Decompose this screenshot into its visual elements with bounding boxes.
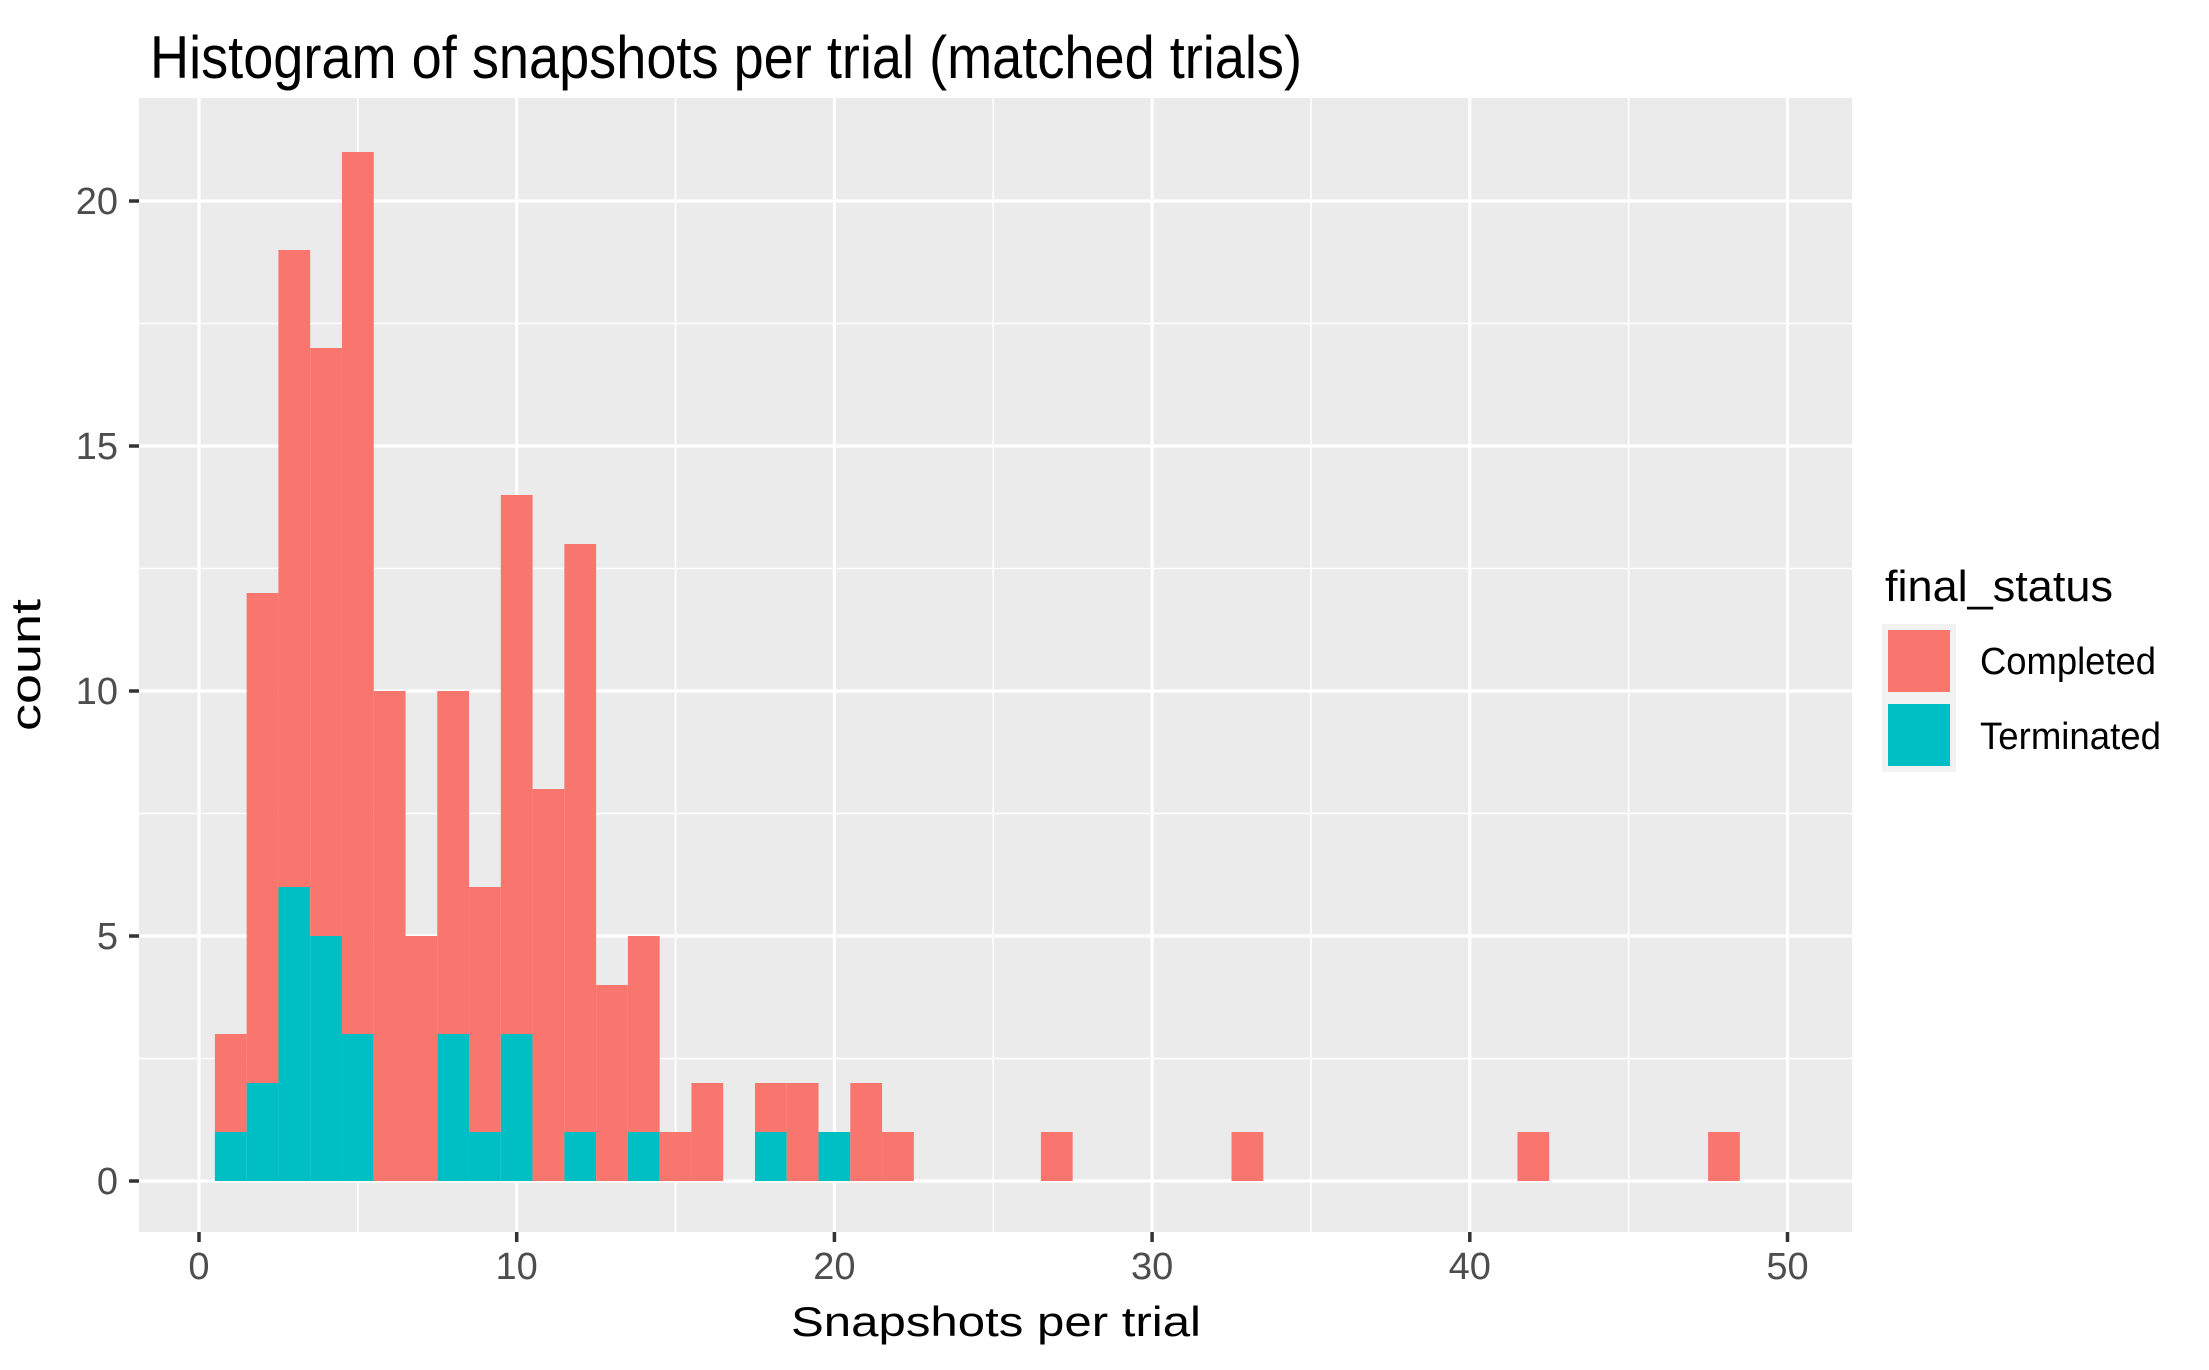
x-axis-tick-label: 20	[813, 1246, 855, 1288]
legend-key-terminated-swatch	[1888, 704, 1950, 766]
bar-terminated	[310, 936, 342, 1181]
bar-completed	[1231, 1132, 1264, 1181]
bar-completed	[278, 250, 311, 887]
bar-completed	[786, 1083, 819, 1181]
x-axis-tick-label: 0	[188, 1246, 209, 1288]
bar-completed	[850, 1083, 883, 1181]
y-axis-tick-label: 0	[97, 1161, 118, 1203]
x-axis-tick-label: 40	[1449, 1246, 1491, 1288]
y-axis-tick-label: 5	[97, 916, 118, 958]
bar-terminated	[341, 1034, 374, 1181]
bar-completed	[500, 495, 533, 1034]
bar-completed	[532, 789, 565, 1181]
legend-key-completed-swatch	[1888, 630, 1950, 692]
histogram-bars	[214, 152, 1740, 1181]
chart-title: Histogram of snapshots per trial (matche…	[150, 24, 1302, 91]
bar-terminated	[627, 1132, 660, 1181]
bar-terminated	[564, 1132, 597, 1181]
bar-completed	[246, 593, 279, 1083]
x-axis-tick-label: 10	[496, 1246, 538, 1288]
x-axis-tick-label: 50	[1766, 1246, 1808, 1288]
legend-label-terminated: Terminated	[1980, 716, 2161, 758]
bar-completed	[214, 1034, 247, 1132]
bar-completed	[659, 1132, 692, 1181]
bar-terminated	[246, 1083, 279, 1181]
y-axis-tick-label: 10	[76, 671, 118, 713]
bar-completed	[627, 936, 660, 1132]
legend-title: final_status	[1885, 562, 2113, 611]
bar-completed	[405, 936, 438, 1181]
bar-terminated	[214, 1132, 247, 1181]
bar-completed	[437, 691, 470, 1034]
bar-terminated	[437, 1034, 470, 1181]
bar-completed	[691, 1083, 724, 1181]
y-axis-tick-label: 15	[76, 426, 118, 468]
bar-completed	[1708, 1132, 1740, 1181]
x-axis-title: Snapshots per trial	[791, 1298, 1201, 1345]
y-axis-title: count	[2, 599, 49, 731]
bar-completed	[469, 887, 501, 1132]
legend-label-completed: Completed	[1980, 641, 2156, 683]
x-axis-tick-label: 30	[1131, 1246, 1173, 1288]
legend: final_status Completed Terminated	[1882, 562, 2161, 772]
bar-terminated	[278, 887, 311, 1181]
bar-completed	[1040, 1132, 1073, 1181]
bar-completed	[1517, 1132, 1550, 1181]
axes: 0 10 20 30 40 50 0 5 10 15 20	[76, 181, 1809, 1288]
bar-terminated	[754, 1132, 787, 1181]
bar-terminated	[500, 1034, 533, 1181]
bar-completed	[754, 1083, 787, 1132]
y-axis-tick-label: 20	[76, 181, 118, 223]
bar-completed	[596, 985, 628, 1181]
bar-terminated	[818, 1132, 851, 1181]
bar-completed	[564, 544, 597, 1132]
bar-terminated	[469, 1132, 501, 1181]
bar-completed	[341, 152, 374, 1034]
bar-completed	[882, 1132, 914, 1181]
bar-completed	[373, 691, 406, 1181]
bar-completed	[310, 348, 342, 936]
